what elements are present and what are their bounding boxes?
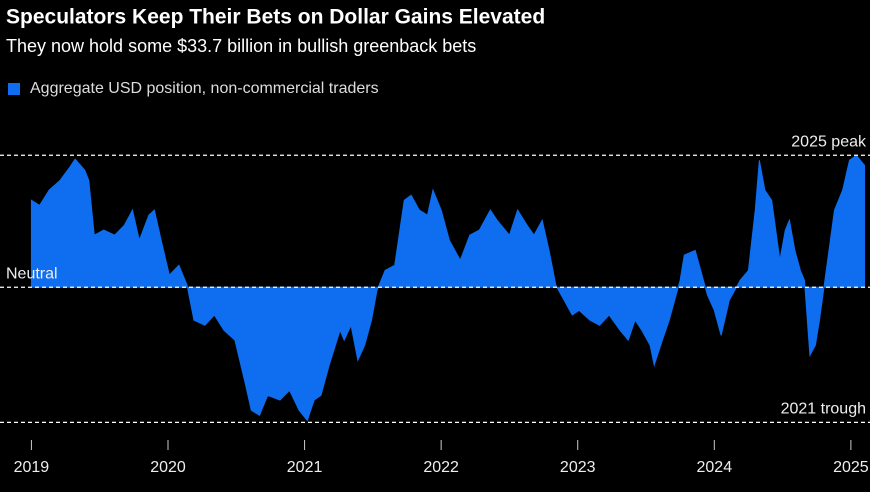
chart-title: Speculators Keep Their Bets on Dollar Ga… (6, 6, 545, 29)
reference-label: 2021 trough (781, 401, 866, 418)
reference-label: 2025 peak (791, 133, 867, 150)
x-tick-label: 2019 (14, 459, 50, 476)
x-tick-label: 2021 (287, 459, 323, 476)
x-tick-label: 2020 (150, 459, 186, 476)
chart-subtitle: They now hold some $33.7 billion in bull… (6, 36, 476, 56)
x-tick-label: 2025 (833, 459, 869, 476)
x-tick-label: 2024 (697, 459, 733, 476)
legend-label: Aggregate USD position, non-commercial t… (30, 80, 379, 97)
x-tick-label: 2022 (423, 459, 459, 476)
area (30, 154, 866, 422)
reference-label: Neutral (6, 265, 58, 282)
x-tick-label: 2023 (560, 459, 596, 476)
legend-swatch (8, 83, 20, 95)
